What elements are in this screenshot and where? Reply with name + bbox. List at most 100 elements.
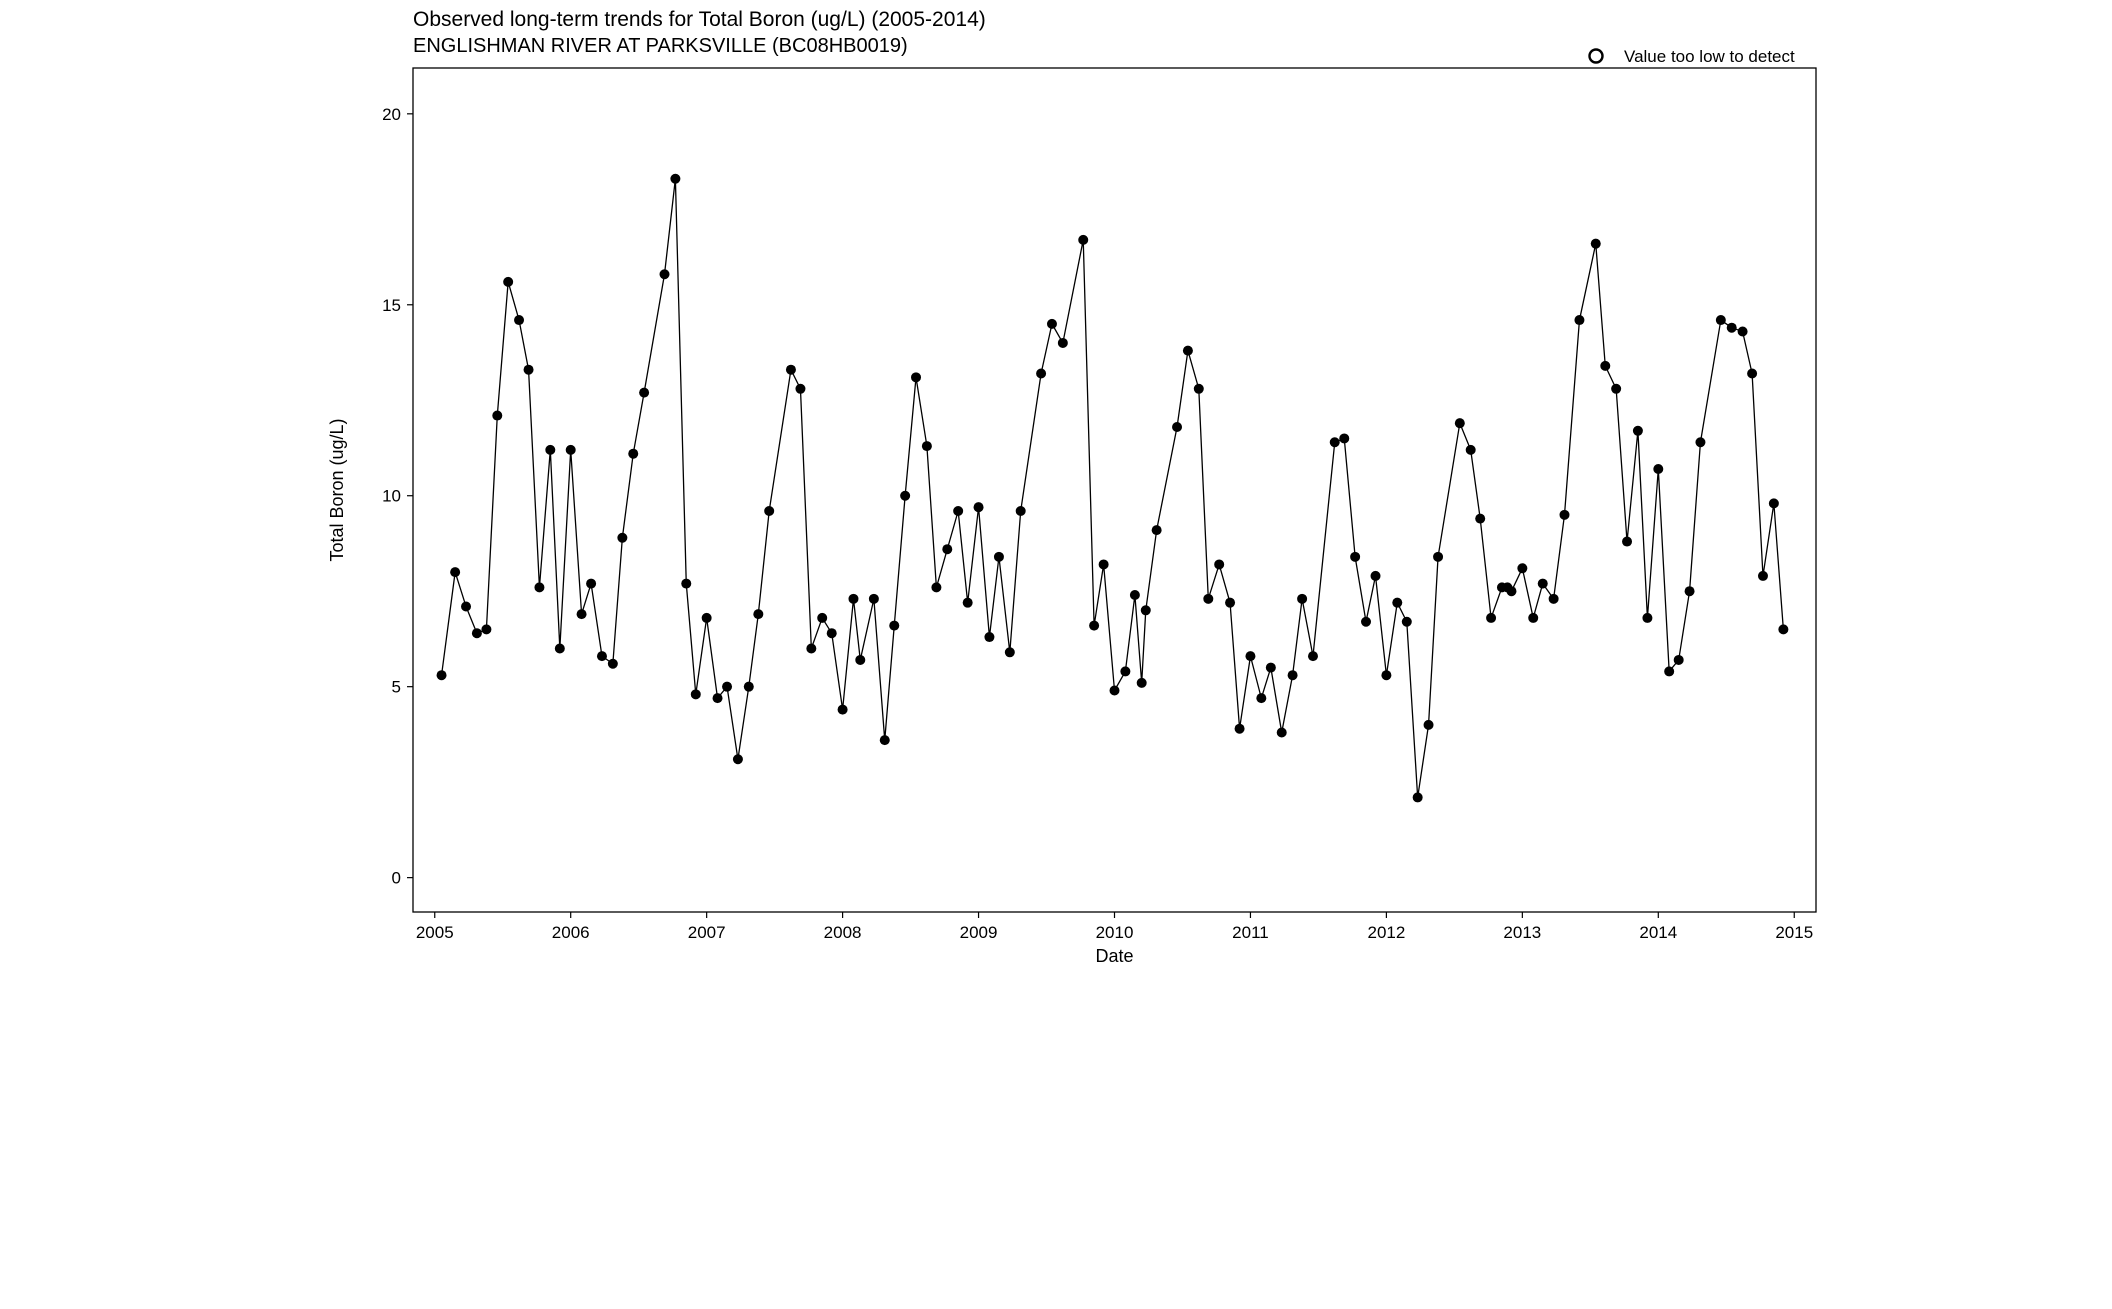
data-point <box>817 613 827 623</box>
data-point <box>922 441 932 451</box>
data-point <box>713 693 723 703</box>
data-point <box>1402 617 1412 627</box>
chart-container: Observed long-term trends for Total Boro… <box>278 0 1834 964</box>
data-point <box>848 594 858 604</box>
data-point <box>795 384 805 394</box>
data-point <box>1466 445 1476 455</box>
x-axis-label: Date <box>1095 946 1133 964</box>
data-point <box>806 643 816 653</box>
data-point <box>1016 506 1026 516</box>
data-point <box>450 567 460 577</box>
data-point <box>1664 666 1674 676</box>
data-point <box>472 628 482 638</box>
legend-marker-open-circle-icon <box>1590 50 1603 63</box>
data-point <box>942 544 952 554</box>
data-point <box>461 601 471 611</box>
data-point <box>963 598 973 608</box>
data-point <box>514 315 524 325</box>
data-point <box>660 269 670 279</box>
data-point <box>753 609 763 619</box>
data-point <box>1130 590 1140 600</box>
data-point <box>1361 617 1371 627</box>
data-point <box>586 579 596 589</box>
plot-panel <box>413 68 1816 912</box>
data-point <box>1036 369 1046 379</box>
data-point <box>1141 605 1151 615</box>
data-point <box>1506 586 1516 596</box>
data-point <box>481 624 491 634</box>
data-point <box>1381 670 1391 680</box>
y-tick-label: 0 <box>392 869 401 888</box>
data-point <box>1642 613 1652 623</box>
data-point <box>1203 594 1213 604</box>
data-point <box>1475 514 1485 524</box>
data-point <box>524 365 534 375</box>
data-point <box>1235 724 1245 734</box>
data-point <box>1214 559 1224 569</box>
data-point <box>880 735 890 745</box>
data-point <box>1611 384 1621 394</box>
data-point <box>1277 728 1287 738</box>
data-point <box>1433 552 1443 562</box>
y-tick-label: 10 <box>382 487 401 506</box>
data-point <box>838 705 848 715</box>
data-point <box>722 682 732 692</box>
data-point <box>744 682 754 692</box>
chart-subtitle: ENGLISHMAN RIVER AT PARKSVILLE (BC08HB00… <box>413 35 908 57</box>
data-point <box>733 754 743 764</box>
data-point <box>1413 792 1423 802</box>
chart-title: Observed long-term trends for Total Boro… <box>413 8 986 31</box>
data-point <box>1574 315 1584 325</box>
data-point <box>1047 319 1057 329</box>
data-point <box>670 174 680 184</box>
x-tick-label: 2012 <box>1367 923 1405 942</box>
data-point <box>931 582 941 592</box>
data-point <box>555 643 565 653</box>
data-point <box>1653 464 1663 474</box>
x-tick-label: 2005 <box>416 923 454 942</box>
data-point <box>1058 338 1068 348</box>
data-point <box>1727 323 1737 333</box>
data-point <box>691 689 701 699</box>
data-point <box>639 388 649 398</box>
data-point <box>608 659 618 669</box>
x-tick-label: 2006 <box>552 923 590 942</box>
data-point <box>1005 647 1015 657</box>
data-point <box>1528 613 1538 623</box>
data-point <box>1371 571 1381 581</box>
x-tick-label: 2007 <box>688 923 726 942</box>
x-tick-label: 2014 <box>1639 923 1677 942</box>
data-point <box>827 628 837 638</box>
x-tick-label: 2011 <box>1232 923 1269 942</box>
data-point <box>1633 426 1643 436</box>
y-tick-label: 5 <box>392 678 401 697</box>
data-point <box>566 445 576 455</box>
data-point <box>1172 422 1182 432</box>
data-point <box>1738 327 1748 337</box>
y-tick-label: 20 <box>382 105 401 124</box>
data-point <box>1392 598 1402 608</box>
data-point <box>889 621 899 631</box>
data-point <box>577 609 587 619</box>
x-tick-label: 2013 <box>1503 923 1541 942</box>
data-point <box>1674 655 1684 665</box>
y-axis-label: Total Boron (ug/L) <box>327 418 347 561</box>
data-point <box>1591 239 1601 249</box>
data-point <box>984 632 994 642</box>
data-point <box>1256 693 1266 703</box>
x-tick-label: 2009 <box>960 923 998 942</box>
data-point <box>1517 563 1527 573</box>
data-point <box>869 594 879 604</box>
data-point <box>1288 670 1298 680</box>
data-point <box>900 491 910 501</box>
data-point <box>974 502 984 512</box>
data-point <box>1330 437 1340 447</box>
data-point <box>953 506 963 516</box>
data-point <box>1183 346 1193 356</box>
data-point <box>1120 666 1130 676</box>
data-point <box>855 655 865 665</box>
data-point <box>617 533 627 543</box>
data-point <box>1078 235 1088 245</box>
data-point <box>597 651 607 661</box>
data-point <box>1350 552 1360 562</box>
